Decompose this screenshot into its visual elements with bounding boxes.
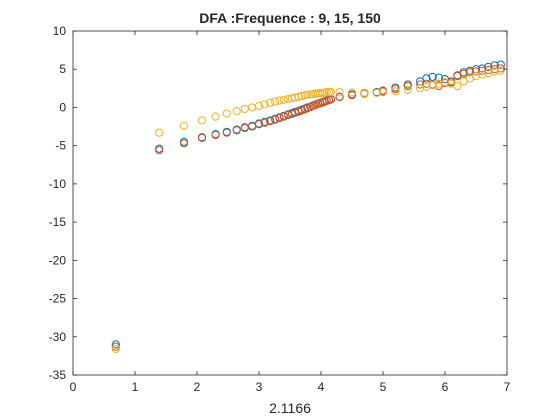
data-point — [335, 93, 344, 102]
data-point — [297, 91, 306, 101]
data-point — [428, 81, 437, 90]
y-tick-label: -15 — [49, 215, 67, 229]
data-point — [496, 66, 505, 75]
data-point — [360, 88, 369, 98]
data-point — [240, 104, 249, 114]
data-point — [294, 92, 303, 101]
data-point — [403, 85, 412, 94]
data-point — [378, 88, 388, 97]
x-tick-label: 0 — [70, 380, 77, 394]
data-point — [260, 118, 269, 127]
data-point — [179, 139, 189, 148]
data-point — [440, 78, 450, 87]
x-axis-label: 2.1166 — [269, 400, 311, 416]
y-tick-label: -35 — [49, 368, 67, 382]
data-point — [155, 128, 164, 137]
data-point — [335, 88, 344, 97]
data-point — [465, 68, 474, 77]
data-point — [403, 81, 412, 91]
data-point — [271, 115, 280, 124]
data-point — [222, 128, 231, 137]
data-point — [326, 88, 336, 97]
chart-title: DFA :Frequence : 9, 15, 150 — [199, 10, 381, 26]
data-point — [347, 91, 357, 100]
y-tick-label: -25 — [49, 292, 67, 306]
data-point — [422, 74, 431, 83]
y-tick-label: 0 — [59, 100, 66, 114]
data-point — [322, 88, 331, 97]
data-point — [484, 68, 493, 78]
data-point — [232, 126, 241, 135]
x-tick-label: 3 — [256, 380, 263, 394]
data-point — [155, 146, 164, 155]
data-point — [197, 133, 207, 143]
data-point — [275, 96, 284, 105]
data-point — [372, 88, 381, 98]
y-tick-label: -20 — [49, 253, 67, 267]
data-point — [111, 344, 120, 354]
data-point — [260, 100, 269, 109]
data-point — [422, 82, 431, 91]
y-tick-label: 10 — [53, 24, 67, 38]
data-point — [197, 116, 207, 125]
data-point — [232, 107, 241, 116]
data-point — [211, 112, 220, 121]
y-tick-label: -30 — [49, 330, 67, 344]
data-point — [254, 101, 264, 111]
data-point — [484, 65, 493, 75]
data-point — [422, 79, 431, 88]
y-tick-label: -5 — [55, 139, 66, 153]
x-tick-label: 2 — [194, 380, 201, 394]
data-point — [434, 79, 443, 88]
data-point — [111, 340, 120, 349]
data-point — [490, 67, 499, 76]
data-point — [391, 85, 400, 94]
x-tick-label: 7 — [504, 380, 511, 394]
data-point — [316, 88, 325, 98]
data-point — [279, 95, 288, 104]
data-point — [447, 77, 456, 86]
data-point — [471, 72, 481, 81]
data-point — [391, 87, 400, 96]
data-point — [496, 60, 505, 69]
data-point — [434, 73, 443, 82]
data-point — [416, 84, 425, 93]
data-point — [478, 70, 487, 79]
data-point — [347, 88, 357, 97]
data-point — [490, 65, 499, 74]
x-tick-label: 5 — [380, 380, 387, 394]
axes-box — [72, 30, 508, 376]
axes: 0 1 2 3 4 5 6 7 10 5 0 -5 -10 -15 -20 -25 -30 -35 — [49, 24, 511, 394]
x-tick-label: 4 — [318, 380, 325, 394]
data-point — [240, 123, 249, 133]
data-point — [279, 112, 288, 121]
data-point — [111, 342, 120, 351]
data-point — [266, 117, 275, 126]
data-point — [303, 90, 312, 99]
data-point — [179, 121, 189, 130]
data-marks — [111, 60, 505, 354]
data-point — [275, 114, 284, 123]
data-point — [271, 97, 280, 106]
data-point — [453, 81, 462, 91]
data-point — [266, 98, 275, 107]
x-tick-label: 6 — [442, 380, 449, 394]
data-point — [254, 120, 264, 129]
y-tick-label: 5 — [59, 62, 66, 76]
data-point — [222, 109, 231, 118]
data-point — [211, 130, 220, 140]
x-tick-label: 1 — [132, 380, 139, 394]
y-tick-label: -10 — [49, 177, 67, 191]
